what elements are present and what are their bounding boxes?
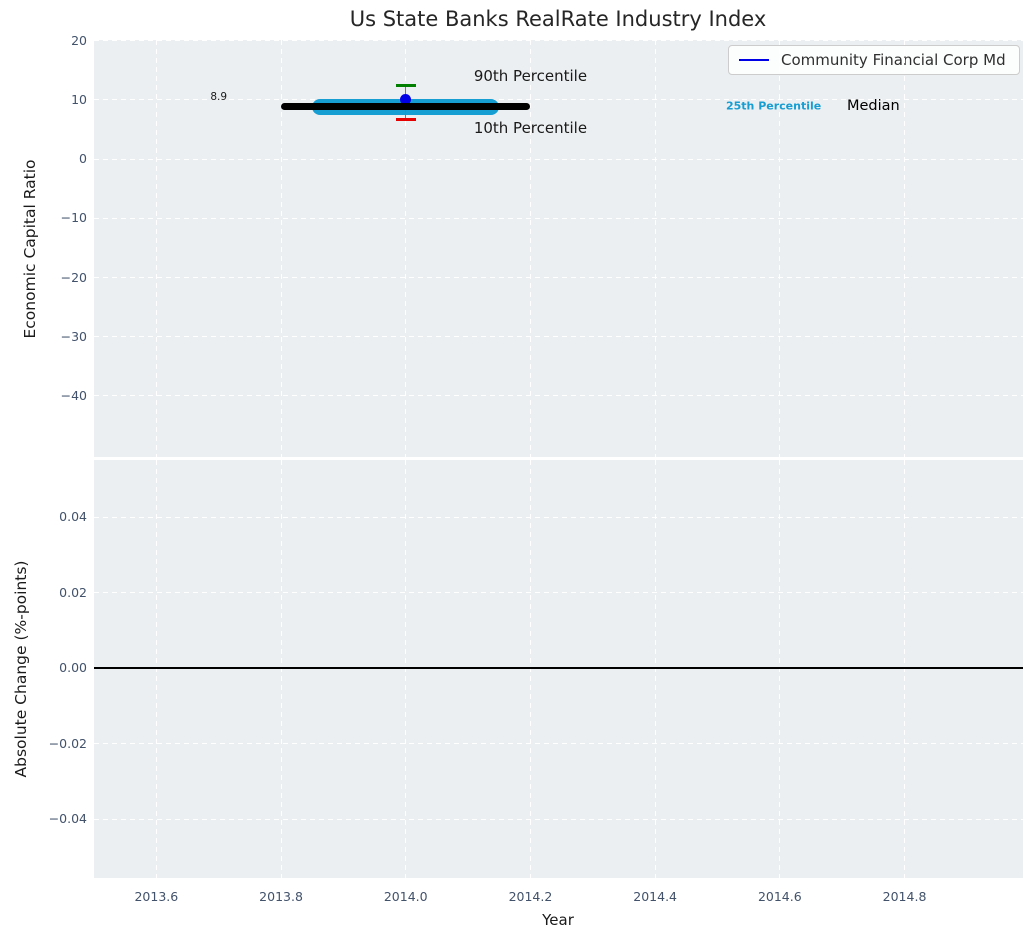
median-line	[281, 102, 531, 110]
y-tick-label: 20	[71, 32, 87, 48]
y-tick-label: 0.00	[59, 660, 87, 676]
gridline-v	[654, 40, 656, 457]
legend-line-swatch	[739, 58, 769, 62]
y-tick-label: −20	[60, 269, 87, 285]
community-financial-corp-md-point	[400, 93, 412, 105]
gridline-h	[94, 336, 1023, 338]
gridline-h	[94, 592, 1023, 594]
gridline-h	[94, 277, 1023, 279]
gridline-h	[94, 158, 1023, 160]
gridline-v	[405, 40, 407, 457]
legend-label: Community Financial Corp Md	[781, 51, 1006, 69]
annotation-90th-percentile: 90th Percentile	[473, 66, 588, 85]
zero-line	[94, 667, 1023, 670]
y-tick-label: −0.02	[48, 735, 87, 751]
y-tick-label: −0.04	[48, 811, 87, 827]
gridline-h	[94, 395, 1023, 397]
gridline-v	[529, 40, 531, 457]
x-tick-label: 2013.6	[134, 889, 179, 904]
y-tick-label: 0.04	[59, 509, 87, 525]
y-tick-label: −10	[60, 210, 87, 226]
gridline-h	[94, 516, 1023, 518]
gridline-v	[779, 40, 781, 457]
y-tick-label: 0	[79, 151, 87, 167]
x-tick-label: 2014.4	[633, 889, 678, 904]
gridline-h	[94, 217, 1023, 219]
gridline-h	[94, 818, 1023, 820]
y-tick-label: −40	[60, 387, 87, 403]
y-tick-label: 10	[71, 91, 87, 107]
y-tick-label: −30	[60, 328, 87, 344]
x-axis-label: Year	[542, 911, 574, 929]
annotation-10th-percentile: 10th Percentile	[473, 118, 588, 137]
top-y-axis-label: Economic Capital Ratio	[21, 159, 39, 339]
x-tick-label: 2013.8	[259, 889, 303, 904]
x-tick-label: 2014.6	[757, 889, 802, 904]
x-tick-label: 2014.0	[383, 889, 428, 904]
legend[interactable]: Community Financial Corp Md	[728, 45, 1020, 75]
gridline-h	[94, 743, 1023, 745]
errorbar-cap-90th	[395, 83, 416, 87]
annotation-8-9: 8.9	[210, 90, 228, 103]
x-tick-label: 2014.8	[882, 889, 927, 904]
gridline-v	[904, 40, 906, 457]
gridline-v	[155, 40, 157, 457]
errorbar-cap-10th	[395, 117, 416, 121]
gridline-v	[280, 40, 282, 457]
chart-title: Us State Banks RealRate Industry Index	[349, 7, 767, 31]
gridline-h	[94, 40, 1023, 42]
gridline-h	[94, 99, 1023, 101]
y-tick-label: 0.02	[59, 584, 87, 600]
top-plot-area	[94, 40, 1023, 457]
annotation-25th-percentile: 25th Percentile	[725, 99, 822, 113]
x-tick-label: 2014.2	[508, 889, 553, 904]
annotation-median: Median	[846, 97, 900, 114]
